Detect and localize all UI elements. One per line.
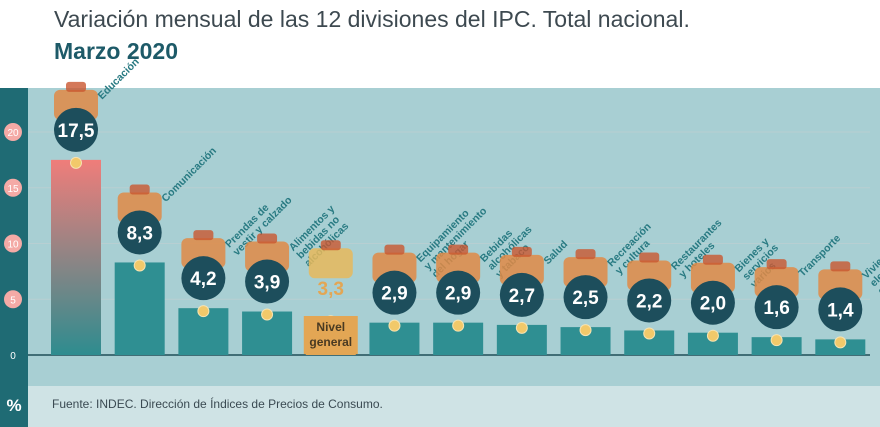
value-badge — [563, 275, 608, 320]
value-dot — [770, 334, 783, 347]
unit-label: % — [0, 387, 28, 427]
value-badge — [436, 270, 481, 315]
y-tick-marker — [4, 178, 22, 197]
y-tick-label: 10 — [7, 240, 19, 251]
value-dot — [70, 156, 82, 169]
y-tick-label: 0 — [10, 351, 16, 362]
value-badge — [818, 287, 863, 332]
bar — [51, 159, 101, 355]
value-badge — [117, 210, 162, 255]
value-dot — [515, 321, 528, 334]
y-tick-label: 5 — [10, 295, 16, 306]
value-label: 3,9 — [254, 273, 280, 294]
value-badge — [181, 256, 226, 301]
value-label: 2,9 — [381, 284, 407, 305]
footer-band — [0, 386, 880, 427]
value-badge — [690, 280, 735, 325]
bar — [687, 332, 738, 355]
value-badge — [245, 259, 290, 304]
shopping-bag-icon — [308, 240, 353, 279]
value-badge — [754, 285, 799, 330]
chart-subtitle: Marzo 2020 — [54, 38, 179, 64]
value-badge — [499, 272, 544, 317]
y-tick-marker — [4, 123, 22, 141]
value-dot — [388, 319, 401, 332]
value-label: 2,9 — [445, 284, 471, 305]
bar — [114, 262, 165, 355]
value-label: 2,0 — [700, 294, 726, 315]
y-tick-marker — [4, 234, 22, 253]
value-label: 8,3 — [126, 223, 152, 244]
value-badge — [372, 270, 417, 315]
y-tick-marker — [4, 290, 22, 309]
value-label: 2,7 — [509, 286, 535, 307]
general-label-box — [303, 316, 358, 354]
value-dot — [452, 319, 465, 332]
chart-title: Variación mensual de las 12 divisiones d… — [54, 6, 690, 32]
value-dot — [706, 329, 719, 342]
value-dot — [834, 336, 847, 349]
value-badge — [54, 107, 98, 152]
value-label: 1,4 — [827, 300, 854, 321]
value-dot — [579, 324, 592, 337]
value-dot — [643, 327, 656, 340]
general-label: general — [309, 335, 352, 349]
value-label: 4,2 — [190, 269, 216, 290]
value-badge — [627, 278, 672, 323]
value-label: 3,3 — [318, 279, 344, 300]
value-label: 2,2 — [636, 291, 662, 312]
value-label: 2,5 — [572, 288, 599, 309]
value-label: 17,5 — [58, 121, 95, 142]
y-tick-label: 15 — [7, 184, 19, 195]
general-label: Nivel — [316, 320, 345, 334]
value-dot — [133, 259, 146, 272]
source-note: Fuente: INDEC. Dirección de Índices de P… — [52, 397, 383, 411]
value-dot — [197, 305, 210, 318]
value-dot — [261, 308, 274, 321]
value-label: 1,6 — [763, 298, 789, 319]
y-tick-label: 20 — [7, 128, 19, 139]
